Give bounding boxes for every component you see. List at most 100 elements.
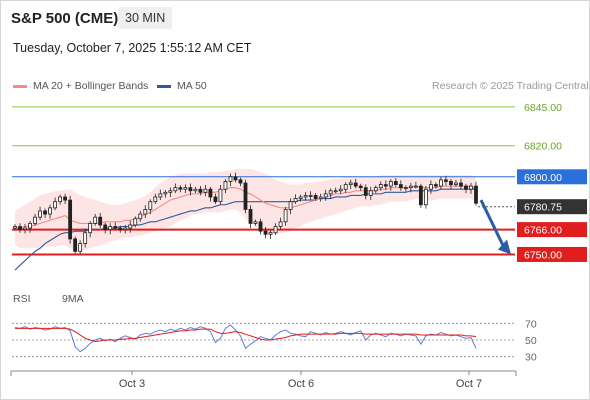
rsi-tick-70: 70 — [525, 318, 537, 330]
candle-body — [178, 187, 183, 190]
candle-body — [223, 181, 228, 190]
candle-body — [263, 230, 268, 235]
candle-body — [88, 222, 93, 234]
candle-body — [133, 218, 138, 226]
legend-rsi-label: RSI — [13, 293, 31, 305]
candle-body — [338, 188, 343, 192]
candle-body — [298, 196, 303, 199]
candle-body — [198, 188, 203, 193]
candle-body — [408, 185, 413, 189]
ma50-swatch — [157, 84, 171, 88]
candle-body — [343, 184, 348, 190]
candle-body — [183, 187, 188, 190]
candle-body — [18, 226, 22, 231]
level-tag-6800.00 — [517, 169, 587, 185]
candle-body — [218, 188, 223, 203]
candle-body — [93, 216, 98, 224]
candle-body — [158, 193, 163, 198]
candle-body — [318, 196, 323, 199]
candle-body — [153, 196, 158, 203]
candle-body — [464, 185, 468, 190]
candle-body — [193, 188, 198, 192]
legend-rsi-ma-label: 9MA — [62, 293, 84, 305]
candle-body — [98, 216, 103, 226]
candle-body — [243, 182, 248, 210]
candle-body — [333, 190, 338, 193]
candle-body — [413, 185, 418, 188]
candle-body — [138, 213, 143, 220]
candle-body — [363, 187, 368, 196]
candle-body — [403, 187, 408, 190]
legend-ma50: MA 50 — [157, 80, 207, 92]
candle-body — [113, 226, 118, 229]
candle-body — [268, 232, 273, 235]
candle-body — [188, 187, 193, 192]
candle-body — [428, 184, 433, 190]
x-tick-label: Oct 6 — [288, 378, 314, 390]
current-price-label: 6780.75 — [524, 202, 562, 214]
candle-body — [83, 232, 88, 244]
candle-body — [248, 209, 253, 224]
ma20-swatch — [13, 84, 27, 88]
x-tick-label: Oct 7 — [456, 378, 482, 390]
candle-body — [13, 226, 17, 229]
candle-body — [33, 216, 37, 224]
candle-body — [378, 184, 383, 189]
candle-body — [358, 185, 363, 189]
candle-body — [213, 196, 218, 203]
candle-body — [434, 184, 438, 187]
candle-body — [108, 226, 113, 231]
x-tick-label: Oct 3 — [119, 378, 145, 390]
timeframe-badge[interactable]: 30 MIN — [118, 7, 173, 29]
candle-body — [173, 187, 178, 192]
candle-body — [328, 190, 333, 195]
candle-body — [238, 179, 243, 184]
candle-body — [128, 224, 133, 229]
forecast-arrow-shaft — [479, 199, 506, 249]
candle-body — [148, 201, 153, 210]
candle-body — [23, 227, 27, 231]
candle-body — [203, 188, 208, 193]
rsi-line — [14, 324, 477, 353]
candle-body — [28, 222, 32, 229]
rsi-tick-30: 30 — [525, 352, 537, 364]
candle-body — [293, 198, 298, 203]
candle-body — [444, 179, 448, 182]
candle-body — [43, 210, 47, 215]
candle-body — [459, 182, 463, 187]
candle-body — [258, 221, 263, 232]
timestamp: Tuesday, October 7, 2025 1:55:12 AM CET — [13, 41, 252, 55]
candle-body — [353, 182, 358, 187]
candle-body — [278, 221, 283, 227]
candle-body — [303, 195, 308, 198]
candle-body — [273, 226, 278, 234]
level-label-6750.00: 6750.00 — [524, 249, 562, 261]
level-tag-6766.00 — [517, 222, 587, 238]
legend-ma50-label: MA 50 — [177, 80, 207, 92]
candle-body — [398, 184, 403, 189]
candle-body — [208, 188, 213, 198]
candle-body — [368, 190, 373, 196]
level-label-6800.00: 6800.00 — [524, 172, 562, 184]
candle-body — [454, 182, 458, 185]
legend-rsi: RSI — [13, 293, 31, 305]
candle-body — [418, 185, 423, 206]
candle-body — [313, 195, 318, 199]
level-label-6766.00: 6766.00 — [524, 225, 562, 237]
candle-body — [474, 185, 478, 204]
current-price-tag — [517, 199, 587, 215]
rsi-ma-line — [15, 327, 477, 343]
candle-body — [439, 179, 443, 187]
candle-body — [423, 188, 428, 206]
candle-body — [283, 209, 288, 223]
candle-body — [63, 196, 68, 201]
candle-body — [449, 181, 453, 185]
candle-body — [308, 195, 313, 197]
candle-body — [383, 184, 388, 187]
candle-body — [123, 227, 128, 231]
candle-body — [373, 187, 378, 192]
data-credit: Research © 2025 Trading Central — [432, 80, 589, 92]
candle-body — [48, 207, 52, 215]
candle-body — [288, 201, 293, 210]
